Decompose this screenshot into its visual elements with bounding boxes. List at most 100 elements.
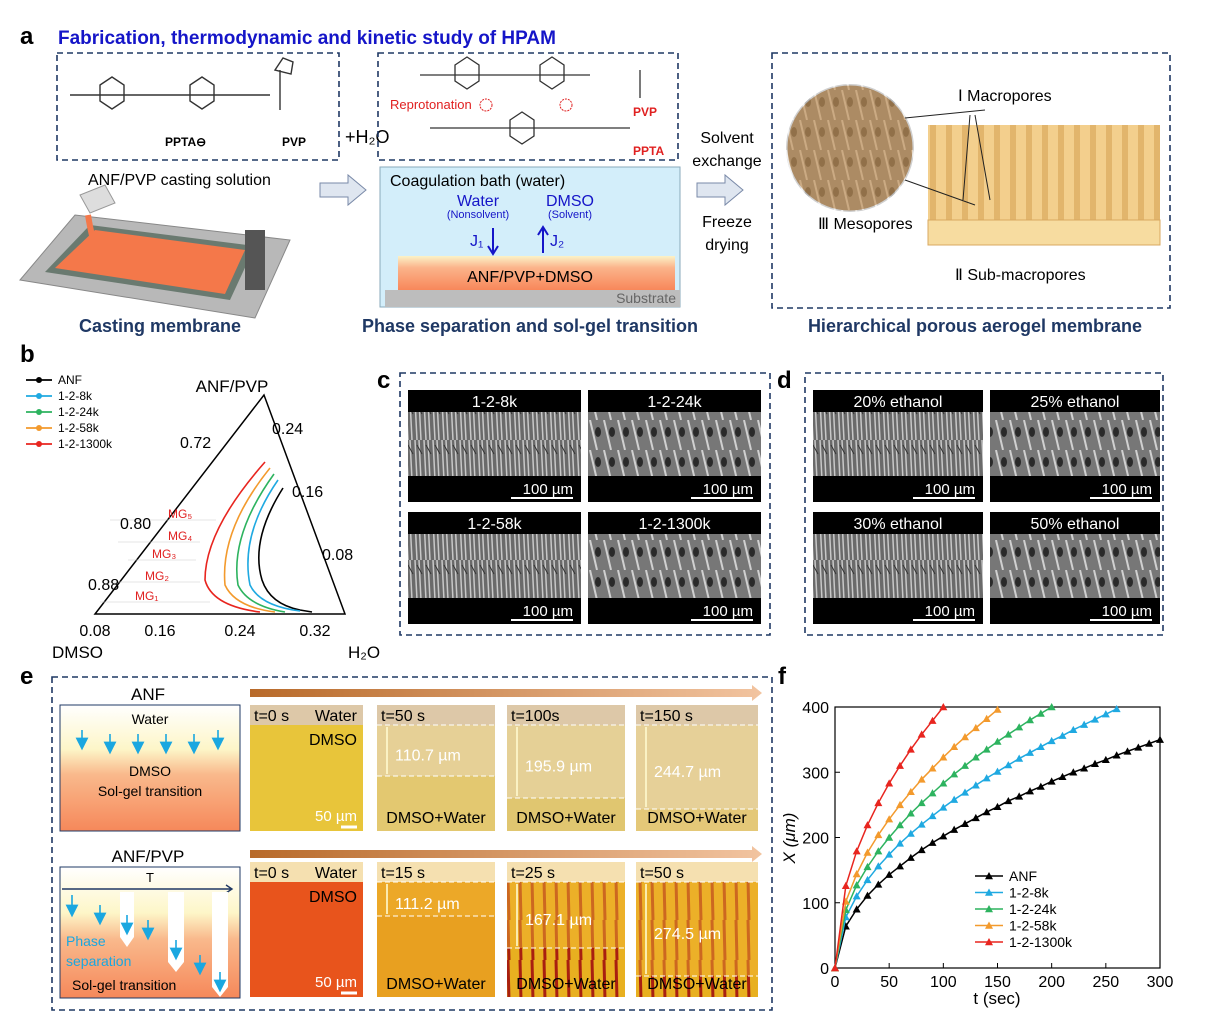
data-point: [863, 891, 872, 899]
frame: [377, 52, 679, 161]
data-point: [1026, 716, 1034, 724]
data-point: [896, 862, 904, 870]
layer-label: DMSO: [309, 889, 357, 906]
data-point: [1015, 754, 1024, 762]
data-point: [917, 845, 926, 854]
data-point: [1026, 787, 1034, 795]
annotation: Ⅰ Macropores: [958, 88, 1052, 105]
mixed-zone: [377, 725, 495, 776]
thickness-label: 195.9 µm: [525, 759, 592, 776]
micrograph-label: 25% ethanol: [1031, 394, 1120, 411]
legend-label: 1-2-58k: [58, 421, 100, 435]
data-point: [1069, 768, 1078, 776]
scale-bar-label: 100 µm: [703, 481, 753, 498]
legend-marker: [36, 377, 42, 383]
micrograph-texture: [813, 412, 983, 476]
data-point: [863, 875, 872, 884]
data-point: [917, 820, 926, 828]
water-band: [250, 862, 363, 882]
tick-label: 0.08: [322, 547, 353, 564]
annotation: ANF/PVP+DMSO: [467, 269, 593, 286]
legend-marker: [36, 409, 42, 415]
x-tick-label: 200: [1038, 974, 1065, 991]
chem-structure: [420, 56, 641, 145]
scale-bar-label: 100 µm: [1102, 481, 1152, 498]
row-title: ANF: [131, 685, 165, 704]
data-point: [1145, 739, 1154, 747]
caption: Hierarchical porous aerogel membrane: [808, 316, 1142, 336]
layer-label: DMSO+Water: [647, 976, 747, 993]
data-point: [1156, 735, 1164, 743]
annotation: (Solvent): [548, 209, 592, 221]
data-point: [885, 833, 894, 841]
data-point: [896, 821, 904, 829]
water-band: [507, 705, 625, 725]
data-point: [939, 703, 948, 711]
plot-frame: [834, 706, 1161, 969]
chem-label: PPTA⊖: [165, 135, 206, 149]
frame: [56, 52, 340, 161]
data-point: [917, 798, 926, 807]
legend-marker: [985, 938, 993, 946]
time-label: t=50 s: [381, 708, 425, 725]
mixed-zone: [507, 882, 625, 948]
mixed-zone: [507, 725, 625, 798]
micrograph-texture: [588, 534, 761, 598]
legend: ANF 1-2-8k 1-2-24k 1-2-58k 1-2-1300k: [26, 373, 113, 451]
data-point: [982, 714, 991, 722]
time-arrow: [250, 846, 762, 862]
data-point: [1069, 725, 1078, 734]
data-point: [1058, 772, 1067, 781]
data-point: [1026, 748, 1034, 756]
time-label: t=150 s: [640, 708, 693, 725]
micrograph-texture: [408, 412, 581, 476]
data-point: [950, 825, 959, 833]
annotation: exchange: [692, 153, 761, 170]
mixed-zone: [636, 882, 758, 976]
chem-label: Reprotonation: [390, 97, 472, 112]
data-point: [961, 788, 969, 796]
film: [398, 256, 675, 290]
arrow: [319, 173, 367, 207]
y-tick-label: 200: [802, 831, 829, 848]
annotation: drying: [705, 237, 749, 254]
micrograph-label: 1-2-58k: [467, 516, 522, 533]
legend-marker: [985, 905, 993, 913]
frame: [771, 52, 1171, 309]
data-point: [928, 789, 937, 797]
tick-label: 0.32: [299, 623, 330, 640]
panel-label: d: [777, 367, 792, 394]
panel-label: c: [377, 367, 390, 394]
mg-label: MG₅: [168, 507, 192, 521]
legend-marker: [36, 393, 42, 399]
series-line: [834, 708, 1117, 969]
data-point: [993, 737, 1002, 745]
frame: [51, 676, 773, 1011]
y-tick-label: 400: [802, 700, 829, 717]
annotation: Ⅱ Sub-macropores: [955, 267, 1086, 284]
legend-label: 1-2-8k: [58, 389, 93, 403]
layer-label: DMSO+Water: [386, 976, 486, 993]
x-tick-label: 300: [1147, 974, 1174, 991]
data-point: [939, 753, 948, 761]
data-point: [950, 795, 959, 803]
data-point: [1091, 715, 1099, 723]
data-point: [906, 745, 915, 753]
time-label: t=50 s: [640, 865, 684, 882]
data-point: [906, 787, 915, 796]
legend-label: 1-2-1300k: [1009, 934, 1073, 950]
annotation: J₂: [550, 233, 564, 250]
layer-label: Water: [315, 708, 358, 725]
tick-label: 0.80: [120, 516, 151, 533]
data-point: [852, 870, 861, 878]
data-point: [1047, 703, 1056, 711]
mg-label: MG₃: [152, 547, 176, 561]
thickness-label: 111.2 µm: [395, 896, 460, 913]
data-point: [1004, 761, 1013, 769]
data-point: [863, 848, 872, 856]
frame: [399, 372, 771, 636]
layer-label: DMSO+Water: [386, 810, 486, 827]
tick-label: 0.16: [292, 484, 323, 501]
thickness-label: 167.1 µm: [525, 912, 592, 929]
time-label: t=25 s: [511, 865, 555, 882]
